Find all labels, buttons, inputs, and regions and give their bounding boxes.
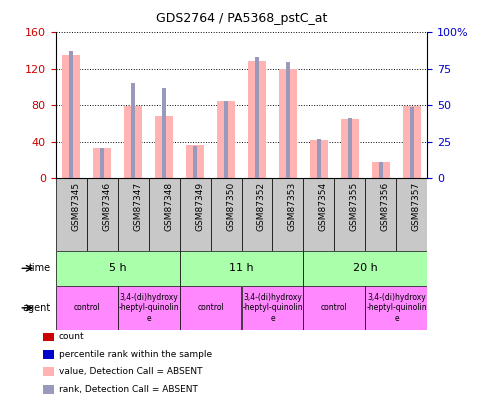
Bar: [180, 178, 211, 251]
Text: GSM87348: GSM87348: [164, 182, 173, 231]
Bar: [255, 57, 259, 178]
Bar: [93, 148, 112, 178]
Bar: [193, 146, 198, 178]
Bar: [124, 106, 142, 178]
Bar: [224, 101, 228, 178]
Bar: [403, 106, 421, 178]
Bar: [366, 178, 397, 251]
Text: 20 h: 20 h: [353, 263, 378, 273]
Bar: [285, 62, 290, 178]
Text: GSM87349: GSM87349: [195, 182, 204, 231]
Bar: [334, 178, 366, 251]
Bar: [56, 178, 86, 251]
Bar: [242, 178, 272, 251]
Bar: [348, 118, 352, 178]
Text: GSM87350: GSM87350: [226, 182, 235, 231]
Text: time: time: [28, 263, 51, 273]
Text: GSM87354: GSM87354: [319, 182, 328, 231]
Bar: [155, 116, 173, 178]
Bar: [410, 107, 414, 178]
Text: GSM87356: GSM87356: [381, 182, 390, 231]
Text: agent: agent: [23, 303, 51, 313]
Text: 3,4-(di)hydroxy
-heptyl-quinolin
e: 3,4-(di)hydroxy -heptyl-quinolin e: [242, 293, 303, 323]
Bar: [372, 162, 390, 178]
Bar: [272, 178, 303, 251]
Bar: [69, 51, 73, 178]
Bar: [341, 119, 359, 178]
Bar: [131, 83, 135, 178]
Bar: [62, 55, 80, 178]
Bar: [180, 286, 242, 330]
Bar: [117, 286, 180, 330]
Bar: [317, 139, 321, 178]
Text: control: control: [197, 303, 224, 312]
Bar: [211, 178, 242, 251]
Text: GSM87345: GSM87345: [71, 182, 80, 231]
Text: 3,4-(di)hydroxy
-heptyl-quinolin
e: 3,4-(di)hydroxy -heptyl-quinolin e: [366, 293, 427, 323]
Bar: [366, 286, 427, 330]
Bar: [99, 147, 104, 178]
Text: 3,4-(di)hydroxy
-heptyl-quinolin
e: 3,4-(di)hydroxy -heptyl-quinolin e: [118, 293, 179, 323]
Bar: [248, 61, 266, 178]
Bar: [379, 162, 384, 178]
Text: GSM87357: GSM87357: [412, 182, 421, 231]
Text: GSM87352: GSM87352: [257, 182, 266, 231]
Bar: [279, 69, 297, 178]
Bar: [56, 286, 117, 330]
Text: 11 h: 11 h: [229, 263, 254, 273]
Bar: [242, 286, 303, 330]
Text: GSM87347: GSM87347: [133, 182, 142, 231]
Bar: [117, 178, 149, 251]
Text: 5 h: 5 h: [109, 263, 127, 273]
Bar: [186, 145, 204, 178]
Bar: [303, 178, 334, 251]
Text: count: count: [59, 333, 85, 341]
Text: GDS2764 / PA5368_pstC_at: GDS2764 / PA5368_pstC_at: [156, 12, 327, 25]
Bar: [310, 140, 328, 178]
Text: GSM87346: GSM87346: [102, 182, 111, 231]
Bar: [162, 88, 166, 178]
Bar: [217, 101, 235, 178]
Bar: [86, 178, 117, 251]
Bar: [397, 178, 427, 251]
Bar: [56, 251, 180, 286]
Bar: [303, 251, 427, 286]
Text: percentile rank within the sample: percentile rank within the sample: [59, 350, 212, 359]
Bar: [180, 251, 303, 286]
Bar: [303, 286, 366, 330]
Text: value, Detection Call = ABSENT: value, Detection Call = ABSENT: [59, 367, 202, 376]
Text: control: control: [73, 303, 100, 312]
Text: GSM87353: GSM87353: [288, 182, 297, 231]
Bar: [149, 178, 180, 251]
Text: GSM87355: GSM87355: [350, 182, 359, 231]
Text: rank, Detection Call = ABSENT: rank, Detection Call = ABSENT: [59, 385, 198, 394]
Text: control: control: [321, 303, 348, 312]
